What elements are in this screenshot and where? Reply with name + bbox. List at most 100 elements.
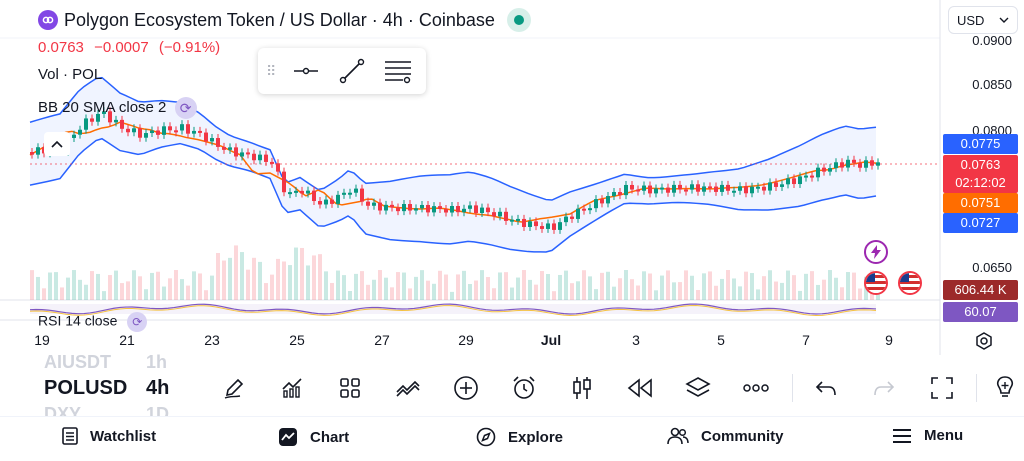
volume-bar	[444, 274, 448, 300]
fullscreen-button[interactable]	[926, 372, 958, 404]
line-settings-icon	[385, 61, 411, 84]
price-change-percent: (−0.91%)	[158, 39, 221, 56]
candle	[246, 152, 250, 155]
candle	[858, 162, 862, 168]
volume-bar	[126, 281, 130, 300]
candle	[582, 208, 586, 211]
volume-bar	[102, 291, 106, 300]
candle	[762, 186, 766, 191]
chart-settings-icon[interactable]	[974, 331, 994, 351]
price-chart[interactable]	[0, 0, 1024, 355]
chart-title[interactable]: Polygon Ecosystem Token / US Dollar · 4h…	[38, 8, 531, 32]
volume-bar	[732, 278, 736, 300]
candle	[240, 152, 244, 157]
volume-bar	[384, 277, 388, 300]
candle	[846, 159, 850, 168]
drag-handle-icon[interactable]: ⠿	[266, 62, 277, 79]
volume-bar	[162, 286, 166, 300]
rsi-legend-label: RSI 14 close	[38, 312, 118, 329]
candle	[384, 204, 388, 211]
bottom-nav[interactable]: Watchlist Chart Explore Community Menu	[0, 416, 1024, 461]
symbol-selector[interactable]: POLUSD	[44, 377, 128, 399]
redo-button[interactable]	[868, 372, 900, 404]
volume-bar	[72, 270, 76, 300]
volume-bar	[702, 273, 706, 300]
volume-bar	[48, 272, 52, 300]
volume-legend[interactable]: Vol · POL	[38, 66, 103, 83]
volume-bar	[144, 289, 148, 300]
lightning-event-icon[interactable]	[864, 240, 888, 264]
settings-tool[interactable]	[380, 53, 416, 89]
candle	[90, 118, 94, 122]
layout-button[interactable]	[334, 372, 366, 404]
us-flag-event-icon[interactable]	[898, 271, 922, 295]
candle	[630, 184, 634, 190]
undo-button[interactable]	[810, 372, 842, 404]
rsi-legend[interactable]: RSI 14 close ⟳	[38, 312, 148, 332]
candle	[618, 192, 622, 196]
draw-tool-button[interactable]	[218, 372, 250, 404]
market-status-icon[interactable]	[506, 8, 531, 32]
trend-line-tool[interactable]	[334, 53, 370, 89]
time-axis-label: 3	[632, 332, 640, 348]
volume-bar	[414, 276, 418, 300]
volume-bar	[846, 272, 850, 300]
volume-bar	[84, 284, 88, 300]
replay-button[interactable]	[624, 372, 656, 404]
volume-bar	[570, 283, 574, 300]
nav-community[interactable]: Community	[667, 427, 784, 445]
compare-button[interactable]	[392, 372, 424, 404]
volume-bar	[558, 274, 562, 300]
chart-toolbar[interactable]: AIUSDT POLUSD DXY 1h 4h 1D	[0, 352, 1024, 424]
volume-bar	[510, 287, 514, 300]
volume-bar	[690, 275, 694, 300]
chart-icon	[279, 428, 297, 446]
candle	[684, 189, 688, 192]
more-icon	[743, 384, 769, 392]
nav-watchlist[interactable]: Watchlist	[62, 427, 156, 445]
volume-bar	[528, 279, 532, 300]
volume-bar	[156, 271, 160, 300]
candle	[666, 187, 670, 193]
alert-button[interactable]	[508, 372, 540, 404]
candle	[558, 222, 562, 230]
symbol-prev[interactable]: AIUSDT	[44, 352, 111, 372]
volume-bar	[30, 270, 34, 300]
interval-prev[interactable]: 1h	[146, 352, 168, 372]
volume-bar	[150, 272, 154, 300]
nav-menu[interactable]: Menu	[892, 427, 963, 444]
candle	[324, 199, 328, 205]
horizontal-line-tool[interactable]	[288, 53, 324, 89]
currency-select[interactable]: USD	[948, 6, 1018, 34]
interval-selector[interactable]: 4h	[146, 377, 170, 399]
drawing-toolbar[interactable]: ⠿	[258, 48, 426, 94]
candle	[402, 204, 406, 212]
volume-bar	[96, 273, 100, 300]
candle	[282, 171, 286, 193]
chart-type-button[interactable]	[566, 372, 598, 404]
volume-bar	[36, 276, 40, 300]
nav-chart[interactable]: Chart	[278, 427, 349, 447]
us-flag-event-icon[interactable]	[864, 271, 888, 295]
volume-bar	[210, 275, 214, 300]
menu-icon	[893, 428, 911, 443]
rsi-line	[29, 303, 877, 315]
watchlist-icon	[62, 427, 78, 445]
chart-area[interactable]: Polygon Ecosystem Token / US Dollar · 4h…	[0, 0, 1024, 355]
nav-explore[interactable]: Explore	[476, 427, 563, 447]
candle	[210, 138, 214, 142]
candle	[336, 194, 340, 204]
volume-bar	[276, 258, 280, 300]
nav-menu-label: Menu	[924, 427, 964, 444]
layers-button[interactable]	[682, 372, 714, 404]
candle	[786, 178, 790, 185]
ideas-button[interactable]	[990, 372, 1020, 404]
volume-bar	[240, 252, 244, 300]
collapse-legend-button[interactable]	[44, 132, 70, 156]
indicators-button[interactable]	[276, 372, 308, 404]
add-button[interactable]	[450, 372, 482, 404]
more-button[interactable]	[740, 372, 772, 404]
bollinger-legend[interactable]: BB 20 SMA close 2 ⟳	[38, 97, 197, 119]
volume-bar	[348, 291, 352, 300]
volume-bar	[474, 280, 478, 300]
